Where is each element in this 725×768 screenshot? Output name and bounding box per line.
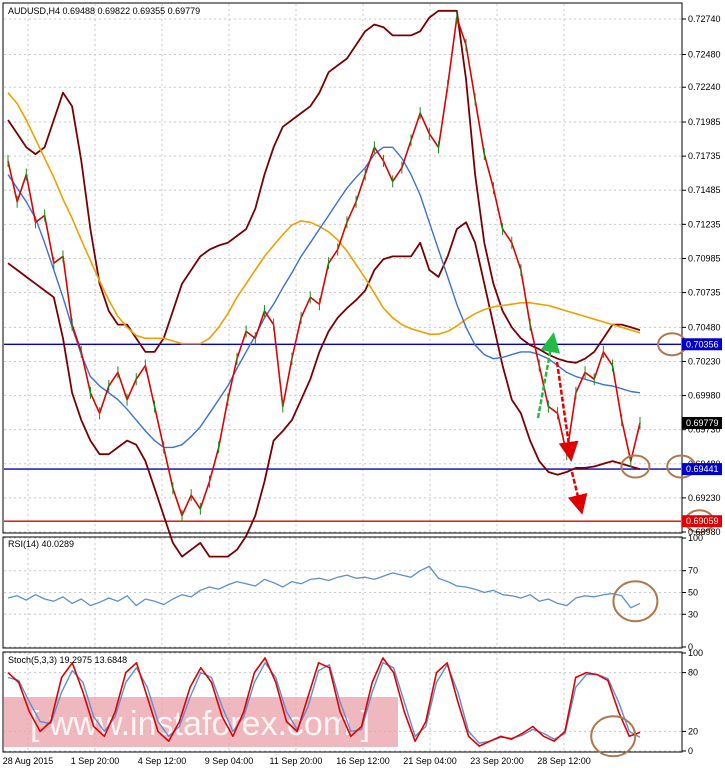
price-y-tick-label: 0.70735 (688, 288, 721, 298)
price-y-tick-label: 0.71985 (688, 117, 721, 127)
level-tag (682, 515, 722, 528)
ma-long-line (7, 92, 641, 345)
x-tick-label: 9 Sep 04:00 (205, 756, 254, 766)
level-tag (682, 463, 722, 476)
rsi-panel (2, 536, 683, 649)
price-y-tick-label: 0.68980 (688, 527, 721, 537)
price-y-tick-label: 0.71735 (688, 151, 721, 161)
x-tick-label: 21 Sep 04:00 (403, 756, 457, 766)
x-tick-label: 16 Sep 12:00 (336, 756, 390, 766)
stoch-y-tick-label: 100 (688, 648, 703, 658)
price-y-tick-label: 0.71235 (688, 219, 721, 229)
x-tick-label: 28 Sep 12:00 (537, 756, 591, 766)
price-y-tick-label: 0.69730 (688, 425, 721, 435)
watermark-rect (4, 697, 398, 747)
price-y-tick-label: 0.72740 (688, 14, 721, 24)
rsi-y-tick-label: 100 (688, 533, 703, 543)
axes: 28 Aug 2015 1 Sep 20:00 4 Sep 12:00 9 Sep 0… (3, 14, 722, 766)
stoch-y-tick-label: 20 (688, 726, 698, 736)
rsi-line (7, 565, 641, 609)
stoch-main-line (7, 657, 641, 747)
watermark-text: [ www.instaforex.com ] (30, 705, 370, 743)
price-y-tick-label: 0.70480 (688, 322, 721, 332)
horizontal-levels (4, 343, 681, 522)
price-y-tick-label: 0.72480 (688, 49, 721, 59)
down-arrow-2 (567, 471, 588, 515)
stoch-header: Stoch(5,3,3) 19.2975 13.6848 (8, 655, 127, 665)
rsi-header: RSI(14) 40.0289 (8, 539, 74, 549)
main-header: AUDUSD,H4 0.69488 0.69822 0.69355 0.6977… (8, 6, 200, 16)
stoch-y-tick-label: 80 (688, 668, 698, 678)
price-line (7, 16, 641, 517)
series-layer (7, 9, 641, 747)
stoch-signal-line (7, 662, 641, 744)
rsi-y-tick-label: 50 (688, 588, 698, 598)
rsi-y-tick-label: 30 (688, 609, 698, 619)
price-y-tick-label: 0.69230 (688, 493, 721, 503)
x-tick-label: 28 Aug 2015 (3, 756, 54, 766)
watermark-band: [ www.instaforex.com ] (4, 697, 398, 747)
stoch-y-tick-label: 0 (688, 746, 693, 756)
current-price-tag (682, 416, 722, 429)
annotation-circle (590, 715, 637, 758)
rsi-y-tick-label: 0 (688, 642, 693, 652)
bollinger-lower-line (7, 221, 641, 558)
level-label: 0.69441 (686, 464, 719, 474)
x-tick-label: 1 Sep 20:00 (71, 756, 120, 766)
level-label: 0.70356 (686, 339, 719, 349)
x-tick-label: 4 Sep 12:00 (138, 756, 187, 766)
level-tag (682, 338, 722, 351)
down-arrow-1 (555, 361, 579, 462)
rsi-y-tick-label: 70 (688, 566, 698, 576)
price-y-tick-label: 0.70985 (688, 253, 721, 263)
price-y-tick-label: 0.72240 (688, 82, 721, 92)
current-price-label: 0.69779 (686, 418, 719, 428)
up-arrow (536, 332, 561, 419)
annotation-circle (620, 454, 651, 479)
annotation-circle (612, 580, 659, 623)
ma-short-line (7, 146, 641, 449)
x-tick-label: 23 Sep 20:00 (470, 756, 524, 766)
price-y-tick-label: 0.69980 (688, 391, 721, 401)
level-label: 0.69059 (686, 516, 719, 526)
x-tick-label: 11 Sep 20:00 (270, 756, 323, 766)
price-y-tick-label: 0.71485 (688, 185, 721, 195)
price-y-tick-label: 0.70230 (688, 356, 721, 366)
